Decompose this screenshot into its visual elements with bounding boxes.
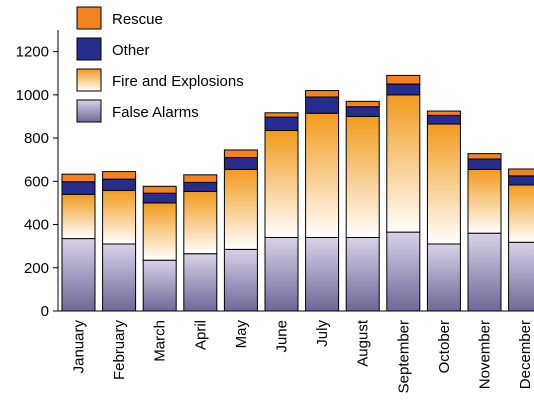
bar-fire-and-explosions-december bbox=[508, 184, 534, 243]
bar-stack-january bbox=[61, 173, 96, 312]
bar-other-june bbox=[264, 116, 299, 132]
bar-false-alarms-september bbox=[386, 231, 421, 312]
y-tick-label: 600 bbox=[24, 173, 49, 190]
x-tick-label: February bbox=[111, 320, 128, 381]
legend-label: False Alarms bbox=[112, 104, 199, 121]
bar-fire-and-explosions-february bbox=[102, 189, 137, 245]
bar-rescue-april bbox=[183, 174, 218, 183]
bars bbox=[61, 74, 534, 312]
bar-rescue-july bbox=[305, 90, 340, 98]
legend: Rescue Other Fire and Explosions False Alar… bbox=[76, 6, 244, 123]
bar-fire-and-explosions-january bbox=[61, 193, 96, 240]
bar-rescue-october bbox=[426, 110, 461, 116]
bar-other-july bbox=[305, 96, 340, 114]
bar-fire-and-explosions-april bbox=[183, 190, 218, 255]
bar-fire-and-explosions-august bbox=[345, 115, 380, 239]
x-tick-label: January bbox=[71, 320, 88, 374]
bar-rescue-march bbox=[142, 185, 177, 194]
bar-false-alarms-december bbox=[508, 241, 534, 312]
bar-fire-and-explosions-july bbox=[305, 112, 340, 239]
bar-false-alarms-may bbox=[223, 248, 258, 312]
bar-stack-april bbox=[183, 174, 218, 312]
y-tick-label: 1200 bbox=[16, 44, 49, 61]
legend-item-false-alarms: False Alarms bbox=[76, 99, 199, 123]
bar-false-alarms-march bbox=[142, 259, 177, 312]
y-tick-label: 1000 bbox=[16, 87, 49, 104]
bar-stack-october bbox=[426, 110, 461, 312]
bar-other-march bbox=[142, 192, 177, 204]
bar-fire-and-explosions-june bbox=[264, 130, 299, 239]
legend-swatch bbox=[76, 68, 102, 92]
bar-fire-and-explosions-may bbox=[223, 168, 258, 250]
y-tick-label: 400 bbox=[24, 217, 49, 234]
bar-stack-august bbox=[345, 100, 380, 312]
bar-fire-and-explosions-october bbox=[426, 123, 461, 245]
y-tick-label: 200 bbox=[24, 260, 49, 277]
x-tick-label: March bbox=[152, 320, 169, 362]
bar-stack-december bbox=[508, 168, 534, 312]
bar-rescue-august bbox=[345, 100, 380, 108]
bar-other-november bbox=[467, 158, 502, 170]
bar-fire-and-explosions-september bbox=[386, 94, 421, 233]
bar-fire-and-explosions-november bbox=[467, 168, 502, 234]
bar-false-alarms-june bbox=[264, 237, 299, 312]
legend-swatch bbox=[76, 37, 102, 61]
bar-stack-may bbox=[223, 149, 258, 312]
bar-other-october bbox=[426, 114, 461, 125]
bar-other-september bbox=[386, 83, 421, 96]
legend-label: Rescue bbox=[112, 11, 163, 28]
bar-other-may bbox=[223, 157, 258, 170]
x-tick-label: December bbox=[517, 320, 534, 389]
bar-false-alarms-november bbox=[467, 232, 502, 312]
y-axis: 0 200 400 600 800 1000 1200 bbox=[16, 30, 59, 320]
bar-false-alarms-july bbox=[305, 237, 340, 312]
x-tick-label: November bbox=[477, 320, 494, 389]
bar-stack-june bbox=[264, 112, 299, 312]
bar-rescue-may bbox=[223, 149, 258, 159]
x-axis: January February March April May June July Augu… bbox=[58, 310, 534, 393]
bar-rescue-february bbox=[102, 171, 137, 180]
bar-rescue-november bbox=[467, 153, 502, 160]
bar-fire-and-explosions-march bbox=[142, 202, 177, 261]
legend-swatch bbox=[76, 6, 102, 30]
bar-rescue-september bbox=[386, 74, 421, 85]
bar-stack-march bbox=[142, 185, 177, 312]
bar-false-alarms-february bbox=[102, 243, 137, 312]
x-tick-label: September bbox=[395, 320, 412, 393]
bar-rescue-june bbox=[264, 112, 299, 118]
bar-stack-july bbox=[305, 90, 340, 312]
x-tick-label: July bbox=[314, 320, 331, 347]
bar-other-april bbox=[183, 181, 218, 192]
y-tick-label: 0 bbox=[41, 303, 49, 320]
x-tick-label: June bbox=[274, 320, 291, 353]
y-tick-label: 800 bbox=[24, 130, 49, 147]
bar-other-february bbox=[102, 178, 137, 191]
x-tick-label: May bbox=[233, 320, 250, 349]
legend-item-fire-and-explosions: Fire and Explosions bbox=[76, 68, 244, 92]
x-tick-label: August bbox=[355, 319, 372, 367]
x-tick-label: April bbox=[192, 320, 209, 350]
bar-other-december bbox=[508, 175, 534, 186]
legend-item-other: Other bbox=[76, 37, 150, 61]
legend-label: Fire and Explosions bbox=[112, 73, 244, 90]
bar-other-august bbox=[345, 106, 380, 117]
bar-stack-september bbox=[386, 74, 421, 312]
bar-rescue-january bbox=[61, 173, 96, 183]
legend-label: Other bbox=[112, 42, 150, 59]
bar-false-alarms-april bbox=[183, 253, 218, 312]
legend-swatch bbox=[76, 99, 102, 123]
bar-false-alarms-january bbox=[61, 238, 96, 312]
bar-false-alarms-august bbox=[345, 237, 380, 312]
bar-stack-february bbox=[102, 171, 137, 312]
bar-false-alarms-october bbox=[426, 243, 461, 312]
x-tick-label: October bbox=[436, 320, 453, 373]
bar-other-january bbox=[61, 181, 96, 195]
bar-stack-november bbox=[467, 153, 502, 312]
bar-rescue-december bbox=[508, 168, 534, 177]
legend-item-rescue: Rescue bbox=[76, 6, 163, 30]
